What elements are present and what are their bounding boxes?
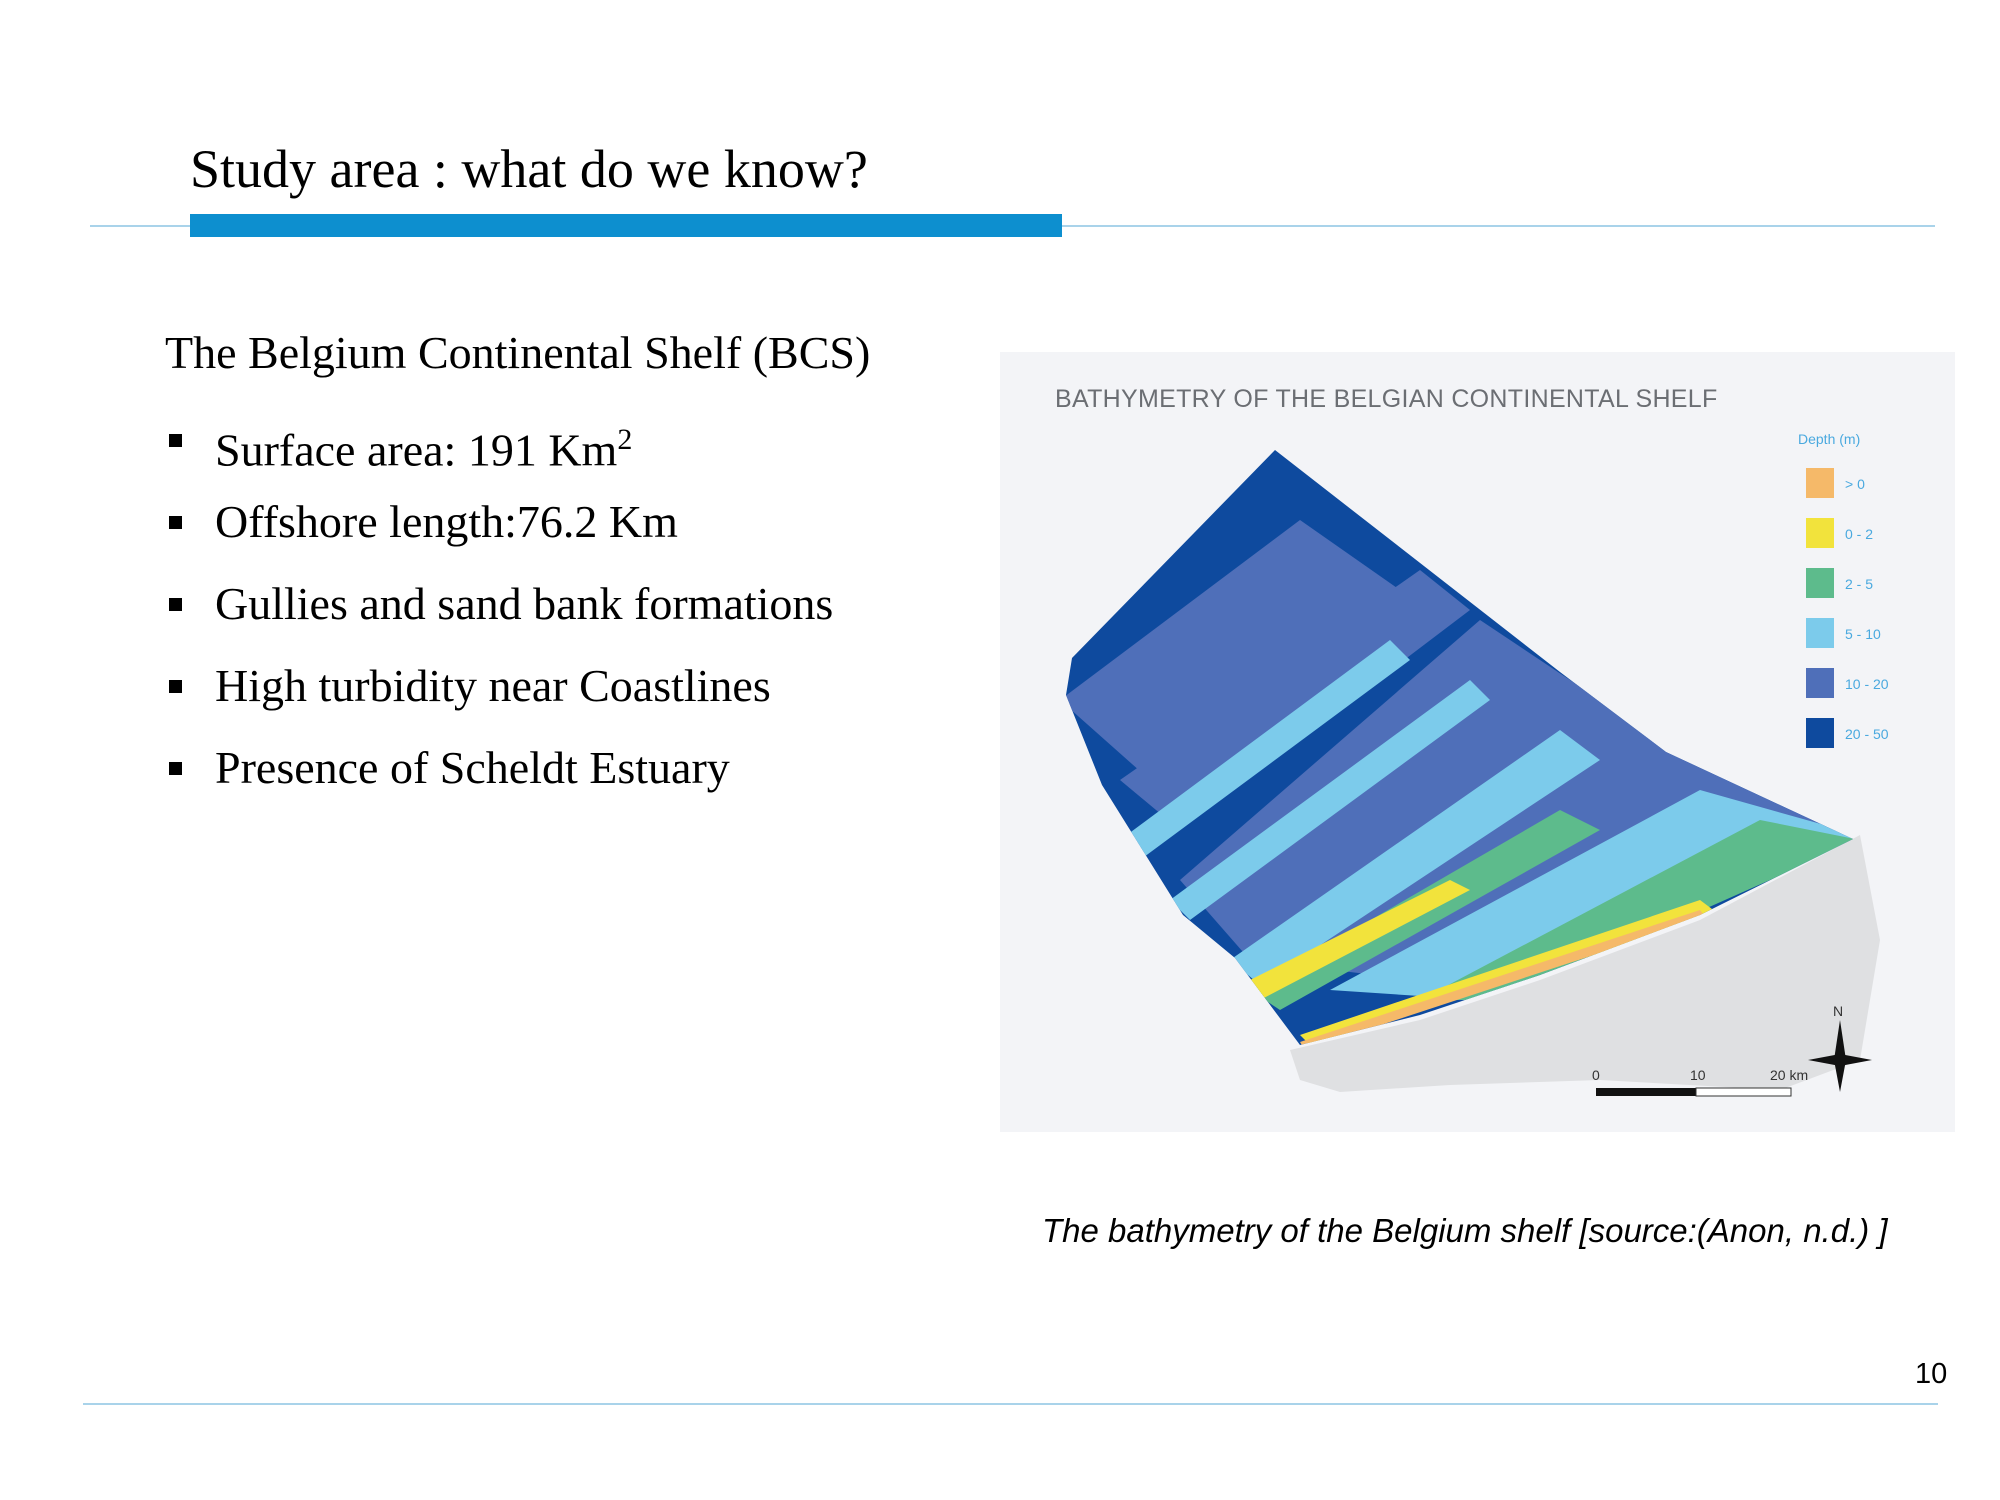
square-bullet-icon xyxy=(169,434,182,447)
square-bullet-icon xyxy=(169,598,182,611)
bullet-item: Offshore length:76.2 Km xyxy=(165,490,833,572)
scale-label-10: 10 xyxy=(1690,1067,1706,1083)
bullet-text: Offshore length:76.2 Km xyxy=(215,496,678,547)
page-number: 10 xyxy=(1915,1358,1948,1390)
legend-swatch xyxy=(1806,618,1834,648)
legend-swatch xyxy=(1806,468,1834,498)
legend-swatch xyxy=(1806,718,1834,748)
scale-label-0: 0 xyxy=(1592,1067,1600,1083)
legend-label: 10 - 20 xyxy=(1845,676,1889,692)
legend-label: 5 - 10 xyxy=(1845,626,1881,642)
bullet-item: High turbidity near Coastlines xyxy=(165,654,833,736)
scale-bar-white xyxy=(1695,1087,1792,1097)
square-bullet-icon xyxy=(169,762,182,775)
land-area xyxy=(1290,835,1880,1092)
bullet-text: Surface area: 191 Km xyxy=(215,424,618,476)
legend-label: 2 - 5 xyxy=(1845,576,1874,592)
bullet-text: Gullies and sand bank formations xyxy=(215,578,834,629)
slide-title: Study area : what do we know? xyxy=(190,139,868,199)
legend-label: 0 - 2 xyxy=(1845,526,1874,542)
legend-title: Depth (m) xyxy=(1798,431,1861,447)
map-title: BATHYMETRY OF THE BELGIAN CONTINENTAL SH… xyxy=(1055,385,1718,413)
bullet-text: Presence of Scheldt Estuary xyxy=(215,742,730,793)
north-label: N xyxy=(1833,1003,1843,1019)
footer-rule xyxy=(83,1403,1938,1405)
depth-above-0-zone xyxy=(1300,910,1706,1045)
bullet-superscript: 2 xyxy=(617,423,633,456)
legend-label: > 0 xyxy=(1845,476,1865,492)
legend-swatch xyxy=(1806,668,1834,698)
legend-swatch xyxy=(1806,568,1834,598)
bullet-item: Surface area: 191 Km2 xyxy=(165,408,833,490)
title-rule-accent xyxy=(190,214,1062,237)
square-bullet-icon xyxy=(169,516,182,529)
legend-swatch xyxy=(1806,518,1834,548)
intro-text: The Belgium Continental Shelf (BCS) xyxy=(165,327,871,378)
bullet-item: Gullies and sand bank formations xyxy=(165,572,833,654)
bullet-list: Surface area: 191 Km2 Offshore length:76… xyxy=(165,408,833,818)
depth-2-5-zone xyxy=(1250,810,1853,1010)
square-bullet-icon xyxy=(169,680,182,693)
scale-bar-black xyxy=(1596,1088,1696,1096)
scale-label-20km: 20 km xyxy=(1770,1067,1808,1083)
bullet-item: Presence of Scheldt Estuary xyxy=(165,736,833,818)
legend-label: 20 - 50 xyxy=(1845,726,1889,742)
bullet-text: High turbidity near Coastlines xyxy=(215,660,771,711)
north-arrow-icon xyxy=(1808,1020,1872,1092)
figure-caption: The bathymetry of the Belgium shelf [sou… xyxy=(1042,1212,1888,1249)
